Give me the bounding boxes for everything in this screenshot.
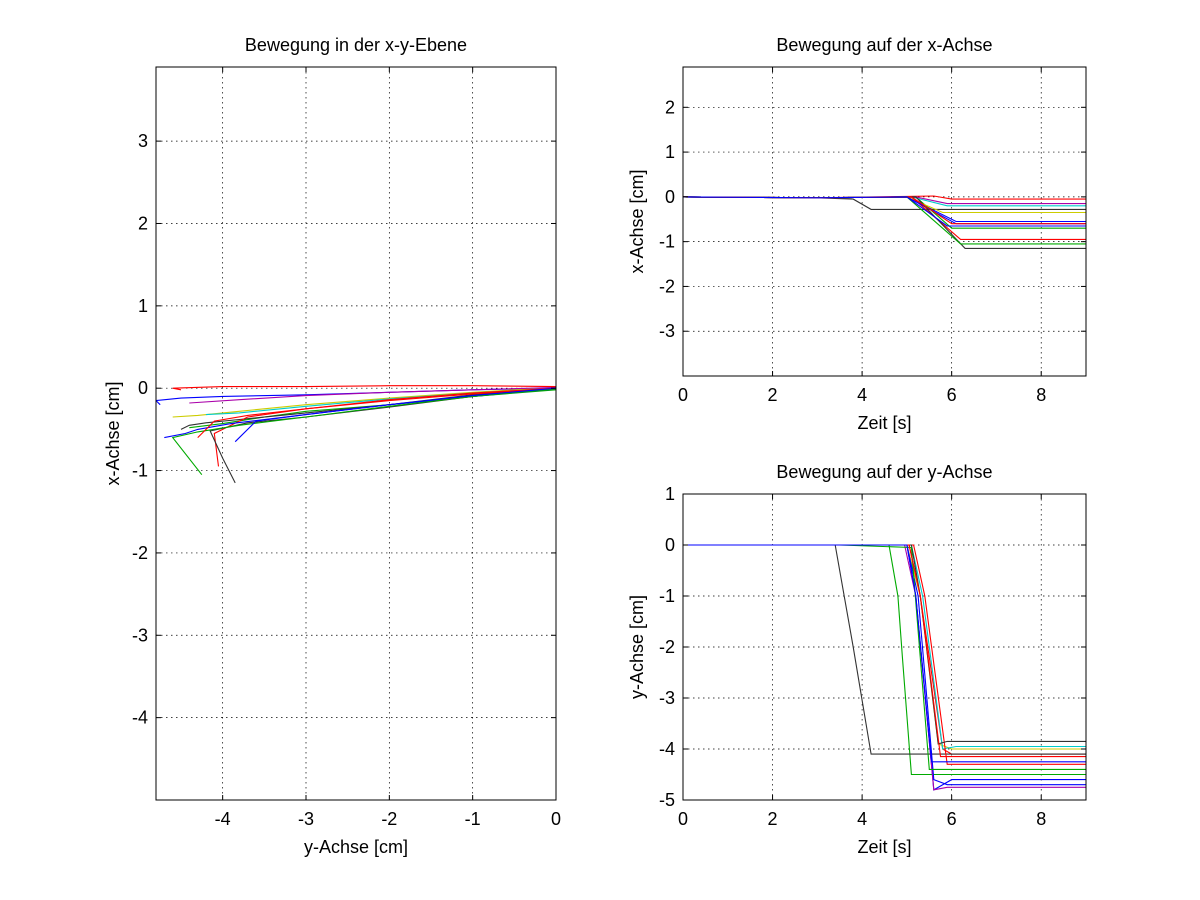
yaxis-y-axis-label: y-Achse [cm] (627, 595, 647, 699)
xaxis-y-tick-label: 2 (665, 97, 675, 117)
xy-series-line-11 (171, 388, 556, 476)
xy-series-group (156, 385, 556, 484)
xy-series-line-12 (197, 387, 556, 438)
xaxis-y-tick-label: -2 (659, 276, 675, 296)
xy-y-tick-label: 2 (138, 213, 148, 233)
yaxis-y-tick-label: -4 (659, 739, 675, 759)
xy-x-axis-label: y-Achse [cm] (304, 837, 408, 857)
yaxis-x-tick-label: 6 (947, 809, 957, 829)
y-axis-motion-chart: 0 2 4 6 8 -5 -4 -3 -2 -1 0 1 Bewegung auf der y-Achs… (627, 462, 1087, 857)
xy-series-line-1 (172, 385, 556, 391)
xaxis-chart-title: Bewegung auf der x-Achse (776, 35, 992, 55)
yaxis-x-tick-label: 0 (678, 809, 688, 829)
yaxis-series-line-13 (683, 544, 1086, 763)
yaxis-y-tick-label: -3 (659, 688, 675, 708)
xy-series-line-5 (172, 386, 556, 418)
xaxis-y-tick-label: -1 (659, 232, 675, 252)
xaxis-y-tick-label: -3 (659, 321, 675, 341)
xy-y-tick-label: 1 (138, 296, 148, 316)
xaxis-y-tick-label: 1 (665, 142, 675, 162)
xy-plane-chart: -4 -3 -2 -1 0 -4 -3 -2 -1 0 1 2 3 Bewegung in der x-y… (103, 35, 561, 857)
xaxis-x-tick-label: 8 (1036, 385, 1046, 405)
yaxis-x-tick-label: 4 (857, 809, 867, 829)
xy-x-tick-label: -2 (381, 809, 397, 829)
xy-y-axis-label: x-Achse [cm] (103, 381, 123, 485)
xy-series-line-7 (189, 386, 556, 404)
yaxis-y-tick-label: 0 (665, 535, 675, 555)
xy-plot-area (156, 67, 556, 800)
xy-y-tick-label: -3 (132, 625, 148, 645)
xaxis-axes-frame (682, 66, 1087, 377)
yaxis-y-tick-label: 1 (665, 484, 675, 504)
xy-axes-frame (155, 66, 557, 801)
xaxis-series-group (683, 195, 1086, 249)
xy-x-tick-label: -4 (215, 809, 231, 829)
xaxis-y-axis-label: x-Achse [cm] (627, 169, 647, 273)
xaxis-series-line-13 (683, 196, 1086, 227)
yaxis-series-group (683, 544, 1086, 791)
xaxis-x-tick-label: 4 (857, 385, 867, 405)
xy-y-tick-label: -1 (132, 461, 148, 481)
yaxis-x-tick-label: 2 (768, 809, 778, 829)
xaxis-x-axis-label: Zeit [s] (857, 413, 911, 433)
yaxis-x-tick-label: 8 (1036, 809, 1046, 829)
xaxis-y-tick-label: 0 (665, 187, 675, 207)
xy-y-tick-label: -2 (132, 543, 148, 563)
yaxis-chart-title: Bewegung auf der y-Achse (776, 462, 992, 482)
xaxis-x-tick-label: 2 (768, 385, 778, 405)
xy-y-tick-label: -4 (132, 708, 148, 728)
xy-chart-title: Bewegung in der x-y-Ebene (245, 35, 467, 55)
xy-x-tick-label: -1 (465, 809, 481, 829)
xy-x-tick-label: 0 (551, 809, 561, 829)
xaxis-x-tick-label: 6 (947, 385, 957, 405)
yaxis-x-axis-label: Zeit [s] (857, 837, 911, 857)
x-axis-motion-chart: 0 2 4 6 8 -3 -2 -1 0 1 2 Bewegung auf der x-Achse Ze… (627, 35, 1087, 433)
xy-x-tick-label: -3 (298, 809, 314, 829)
xy-series-line-13 (234, 387, 556, 443)
xy-y-tick-label: 0 (138, 378, 148, 398)
xaxis-x-tick-label: 0 (678, 385, 688, 405)
xy-y-tick-label: 3 (138, 131, 148, 151)
yaxis-y-tick-label: -1 (659, 586, 675, 606)
yaxis-y-tick-label: -5 (659, 790, 675, 810)
yaxis-y-tick-label: -2 (659, 637, 675, 657)
xy-series-line-4 (180, 387, 556, 430)
